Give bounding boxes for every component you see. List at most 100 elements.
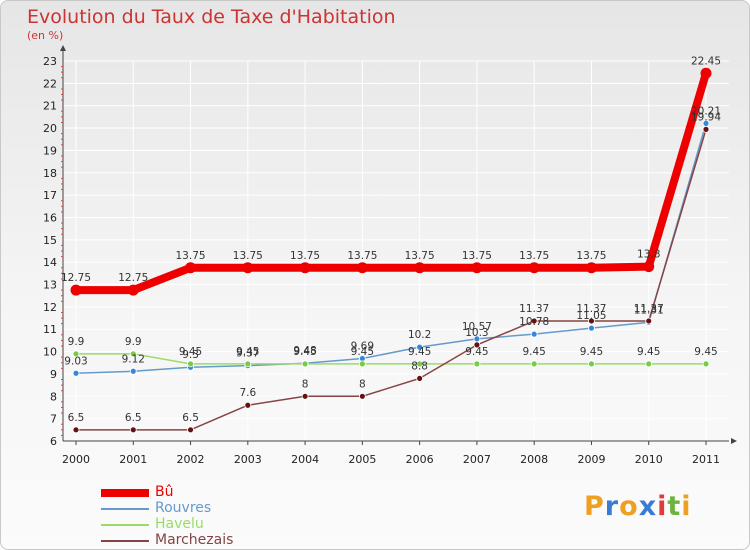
data-point <box>473 341 481 349</box>
data-label: 10.57 <box>462 321 492 333</box>
data-point <box>129 367 137 375</box>
data-point <box>244 360 252 368</box>
data-point <box>70 284 82 296</box>
y-tick-label: 22 <box>43 77 57 90</box>
data-point <box>416 375 424 382</box>
data-point <box>588 360 595 368</box>
data-point <box>244 401 252 409</box>
chart-title: Evolution du Taux de Taxe d'Habitation <box>27 6 396 28</box>
x-tick-label: 2001 <box>119 453 147 466</box>
x-tick-label: 2009 <box>577 453 605 466</box>
data-label: 10.3 <box>465 327 488 339</box>
data-label: 8.8 <box>411 360 428 372</box>
data-point <box>588 324 595 332</box>
y-tick-label: 17 <box>43 189 57 202</box>
data-label: 13.75 <box>576 250 606 262</box>
y-axis-unit: (en %) <box>27 29 64 42</box>
logo-letter: x <box>638 491 658 522</box>
x-tick-label: 2006 <box>406 453 434 466</box>
data-label: 9.48 <box>293 345 316 357</box>
data-label: 13.75 <box>347 250 377 262</box>
data-point <box>358 360 366 368</box>
y-tick-label: 14 <box>43 256 57 269</box>
logo-letter: P <box>584 491 605 522</box>
y-tick-label: 18 <box>43 167 57 180</box>
data-point <box>702 360 710 368</box>
x-tick-label: 2007 <box>463 453 491 466</box>
data-label: 13.75 <box>462 250 492 262</box>
data-label: 9.45 <box>293 346 316 358</box>
x-tick-label: 2011 <box>692 453 720 466</box>
data-label: 11.05 <box>576 310 606 322</box>
logo-letter: t <box>667 491 682 522</box>
series-line-bû <box>76 72 710 295</box>
data-point <box>242 262 254 274</box>
axes: 6 7 8 9 10 11 12 13 14 15 16 17 18 19 20 21 22 23 2000 2001… <box>43 45 737 466</box>
y-tick-label: 21 <box>43 100 57 113</box>
data-point <box>645 360 653 368</box>
y-tick-label: 19 <box>43 144 57 157</box>
data-point <box>645 317 653 325</box>
data-label: 13.75 <box>519 250 549 262</box>
data-point <box>700 67 712 79</box>
legend-label: Bû <box>155 484 174 500</box>
data-label: 9.9 <box>125 336 142 348</box>
data-label: 8 <box>302 378 309 390</box>
data-point <box>528 262 540 274</box>
data-point <box>588 317 595 325</box>
data-label: 6.5 <box>68 412 85 424</box>
data-point <box>72 350 80 358</box>
y-tick-label: 13 <box>43 279 57 292</box>
y-tick-label: 6 <box>50 435 57 448</box>
data-label: 13.75 <box>176 250 206 262</box>
data-label: 6.5 <box>125 412 142 424</box>
data-label: 9.03 <box>64 355 87 367</box>
data-point <box>416 343 424 351</box>
x-tick-label: 2010 <box>635 453 663 466</box>
data-point <box>585 262 597 274</box>
data-label: 11.37 <box>576 303 606 315</box>
data-point <box>643 261 655 273</box>
data-label: 9.45 <box>637 346 660 358</box>
data-point <box>187 360 194 368</box>
series-line-rouvres <box>75 123 707 375</box>
data-label: 9.9 <box>68 336 85 348</box>
legend-swatch <box>101 540 149 542</box>
data-label: 11.37 <box>519 303 549 315</box>
data-label: 10.2 <box>408 329 431 341</box>
data-point <box>473 360 481 368</box>
legend-swatch <box>101 489 149 497</box>
data-label: 9.45 <box>580 346 603 358</box>
data-point <box>185 262 197 274</box>
data-label: 13.8 <box>637 249 660 261</box>
data-label: 9.69 <box>351 341 374 353</box>
y-tick-label: 7 <box>50 413 57 426</box>
data-point <box>129 350 137 358</box>
legend-swatch <box>101 524 149 526</box>
y-tick-label: 9 <box>50 368 57 381</box>
y-tick-label: 12 <box>43 301 57 314</box>
data-label: 9.45 <box>694 346 717 358</box>
data-label: 12.75 <box>118 272 148 284</box>
data-label: 9.45 <box>236 346 259 358</box>
legend-label: Marchezais <box>155 532 234 548</box>
legend-label: Rouvres <box>155 500 212 516</box>
series-line-havelu <box>76 353 706 365</box>
data-point <box>299 262 311 274</box>
data-point <box>129 426 137 434</box>
y-tick-label: 16 <box>43 211 57 224</box>
data-point <box>72 369 80 377</box>
data-label: 9.45 <box>522 346 545 358</box>
data-label: 10.78 <box>519 316 549 328</box>
logo-letter: i <box>657 491 668 522</box>
y-tick-label: 8 <box>50 390 57 403</box>
data-point <box>301 392 309 400</box>
x-tick-label: 2000 <box>62 453 90 466</box>
series-line-marchezais <box>76 129 707 431</box>
proxiti-logo: Proxiti <box>584 491 692 522</box>
data-point <box>356 262 368 274</box>
legend-label: Havelu <box>155 516 204 532</box>
